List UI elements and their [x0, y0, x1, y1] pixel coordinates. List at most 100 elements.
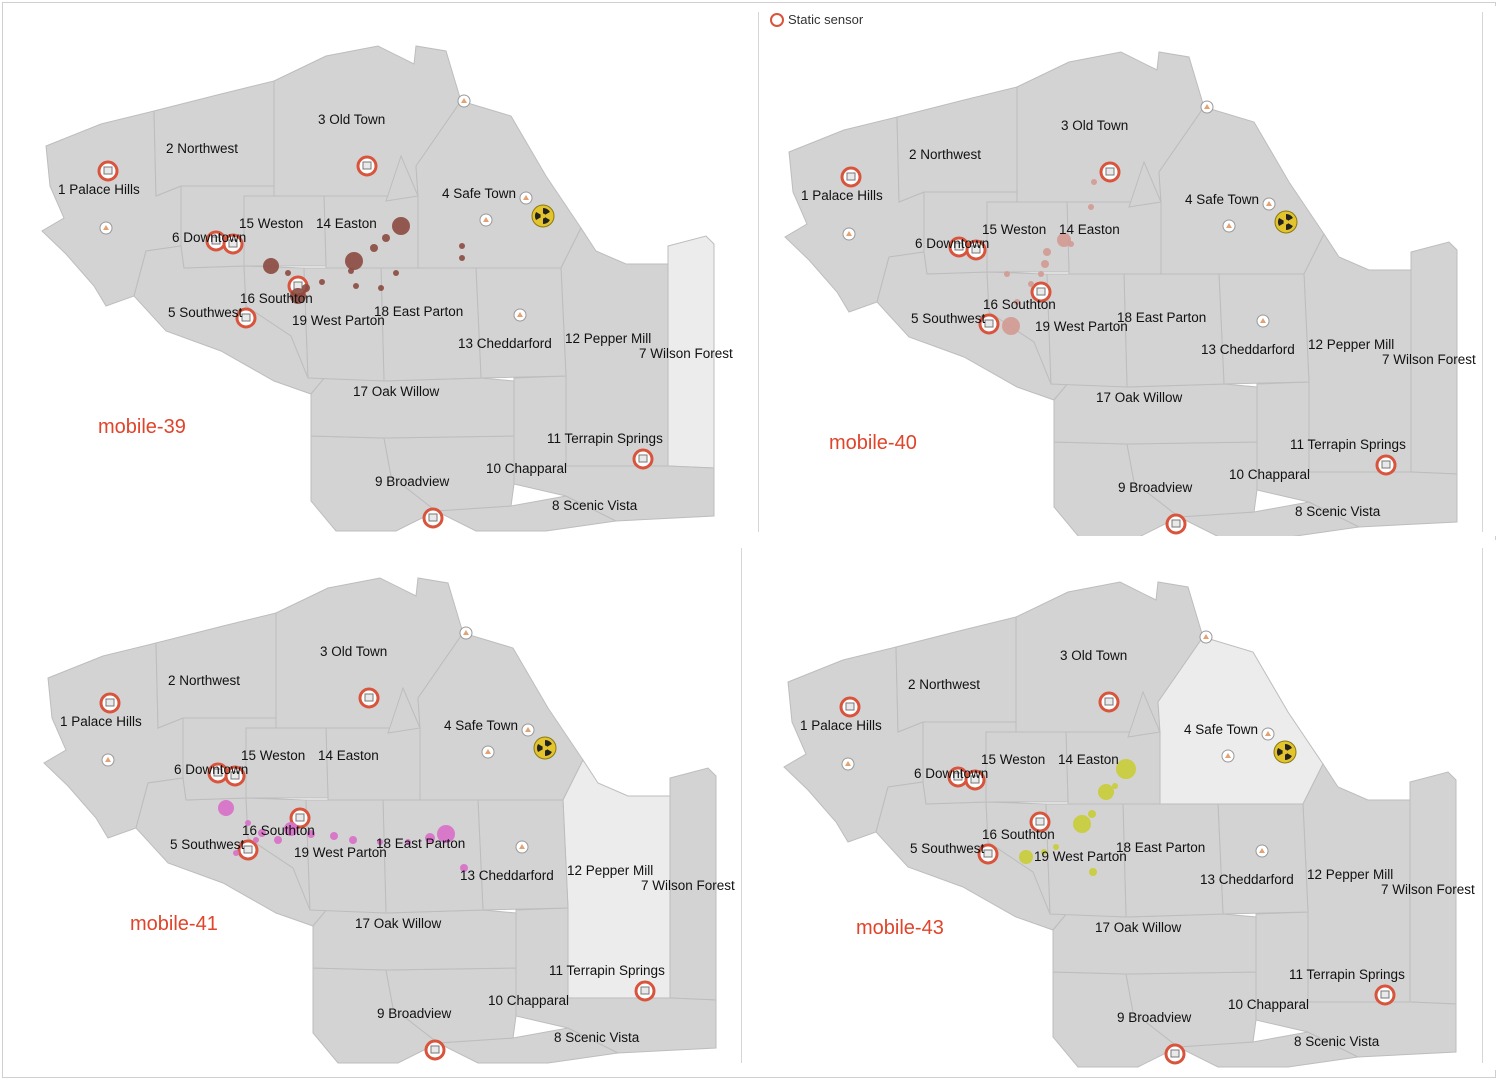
region-label: 15 Weston — [982, 222, 1046, 237]
static-sensor-legend: Static sensor — [770, 12, 863, 27]
mobile-sensor-reading — [405, 839, 411, 845]
hospital-building — [105, 698, 115, 707]
hospital-building — [983, 849, 993, 858]
region-r12[interactable] — [1303, 232, 1412, 473]
panel-divider — [1482, 12, 1483, 532]
region-r14[interactable] — [325, 727, 421, 801]
mobile-sensor-reading — [1088, 204, 1094, 210]
hospital-building — [954, 242, 964, 251]
region-r2[interactable] — [153, 80, 275, 197]
mobile-sensor-reading — [1091, 179, 1097, 185]
region-r12[interactable] — [562, 758, 671, 999]
region-r15[interactable] — [245, 727, 329, 799]
region-label: 7 Wilson Forest — [639, 346, 733, 361]
region-r14[interactable] — [1066, 201, 1162, 275]
hospital-building — [638, 454, 648, 463]
mobile-sensor-reading — [1014, 299, 1020, 305]
region-r2[interactable] — [896, 86, 1018, 203]
sensor-glyph — [846, 231, 852, 236]
region-label: 3 Old Town — [1060, 648, 1127, 663]
map-svg: 1 Palace Hills 2 Northwest 3 Old Town 4 Saf… — [43, 577, 735, 1064]
hospital-building — [293, 281, 303, 290]
hospital-building — [213, 768, 223, 777]
region-label: 8 Scenic Vista — [554, 1030, 640, 1045]
panel-title: mobile-43 — [856, 917, 944, 939]
hospital-building — [1035, 817, 1045, 826]
region-label: 11 Terrapin Springs — [547, 431, 663, 446]
region-label: 1 Palace Hills — [800, 718, 882, 733]
region-label: 10 Chapparal — [486, 461, 567, 476]
region-r15[interactable] — [243, 195, 327, 267]
nuclear-symbol-blade — [1277, 748, 1285, 756]
nuclear-symbol-blade — [1285, 744, 1292, 752]
region-label: 3 Old Town — [318, 112, 385, 127]
region-r12[interactable] — [560, 226, 669, 467]
sensor-glyph — [1265, 731, 1271, 736]
mobile-sensor-reading — [378, 285, 384, 291]
region-label: 15 Weston — [981, 752, 1045, 767]
region-r13[interactable] — [477, 799, 569, 911]
nuclear-symbol-blade — [537, 744, 545, 752]
region-label: 11 Terrapin Springs — [1290, 437, 1406, 452]
region-r13[interactable] — [1218, 273, 1310, 385]
mobile-sensor-reading — [1043, 248, 1051, 256]
region-r19[interactable] — [1046, 273, 1128, 388]
region-label: 10 Chapparal — [1228, 997, 1309, 1012]
region-r18[interactable] — [1123, 273, 1225, 388]
region-r12[interactable] — [1302, 762, 1411, 1003]
mobile-sensor-reading — [460, 864, 468, 872]
region-label: 8 Scenic Vista — [1294, 1034, 1380, 1049]
mobile-sensor-reading — [285, 270, 291, 276]
sensor-glyph — [1203, 634, 1209, 639]
region-r13[interactable] — [475, 267, 567, 379]
static-sensor-icon — [770, 12, 784, 27]
hospital-building — [1380, 990, 1390, 999]
mobile-sensor-reading — [1002, 317, 1020, 335]
region-label: 11 Terrapin Springs — [1289, 967, 1405, 982]
region-r19[interactable] — [305, 799, 387, 914]
mobile-sensor-reading — [302, 284, 310, 292]
hospital-building — [1104, 697, 1114, 706]
sensor-glyph — [1226, 223, 1232, 228]
region-label: 9 Broadview — [1118, 480, 1193, 495]
mobile-sensor-reading — [253, 837, 259, 843]
region-label: 4 Safe Town — [1185, 192, 1259, 207]
region-r19[interactable] — [1045, 803, 1127, 918]
region-r13[interactable] — [1217, 803, 1309, 915]
region-r2[interactable] — [155, 612, 277, 729]
region-label: 12 Pepper Mill — [1308, 337, 1394, 352]
hospital-building — [1171, 519, 1181, 528]
region-label: 2 Northwest — [168, 673, 240, 688]
region-r18[interactable] — [380, 267, 482, 382]
mobile-sensor-reading — [1116, 759, 1136, 779]
region-label: 9 Broadview — [375, 474, 450, 489]
region-r2[interactable] — [895, 616, 1017, 733]
sensor-glyph — [461, 98, 467, 103]
hospital-building — [295, 813, 305, 822]
region-label: 8 Scenic Vista — [552, 498, 638, 513]
region-label: 6 Downtown — [914, 766, 988, 781]
region-label: 19 West Parton — [1035, 319, 1128, 334]
region-r15[interactable] — [986, 201, 1070, 273]
nuclear-symbol-center — [1283, 219, 1289, 225]
map-svg: 1 Palace Hills 2 Northwest 3 Old Town 4 Saf… — [41, 45, 733, 532]
region-label: 10 Chapparal — [488, 993, 569, 1008]
region-label: 8 Scenic Vista — [1295, 504, 1381, 519]
region-r18[interactable] — [1122, 803, 1224, 918]
mobile-sensor-reading — [1053, 844, 1059, 850]
mobile-sensor-reading — [307, 830, 315, 838]
mobile-sensor-reading — [382, 234, 390, 242]
mobile-sensor-reading — [437, 825, 455, 843]
region-r18[interactable] — [382, 799, 484, 914]
mobile-sensor-reading — [245, 820, 251, 826]
region-label: 14 Easton — [318, 748, 379, 763]
hospital-building — [243, 845, 253, 854]
mobile-sensor-reading — [233, 850, 239, 856]
region-label: 17 Oak Willow — [353, 384, 440, 399]
mobile-sensor-reading — [1089, 868, 1097, 876]
hospital-building — [362, 161, 372, 170]
region-r15[interactable] — [985, 731, 1069, 803]
hospital-building — [430, 1045, 440, 1054]
region-label: 2 Northwest — [166, 141, 238, 156]
panel-title: mobile-40 — [829, 432, 917, 454]
